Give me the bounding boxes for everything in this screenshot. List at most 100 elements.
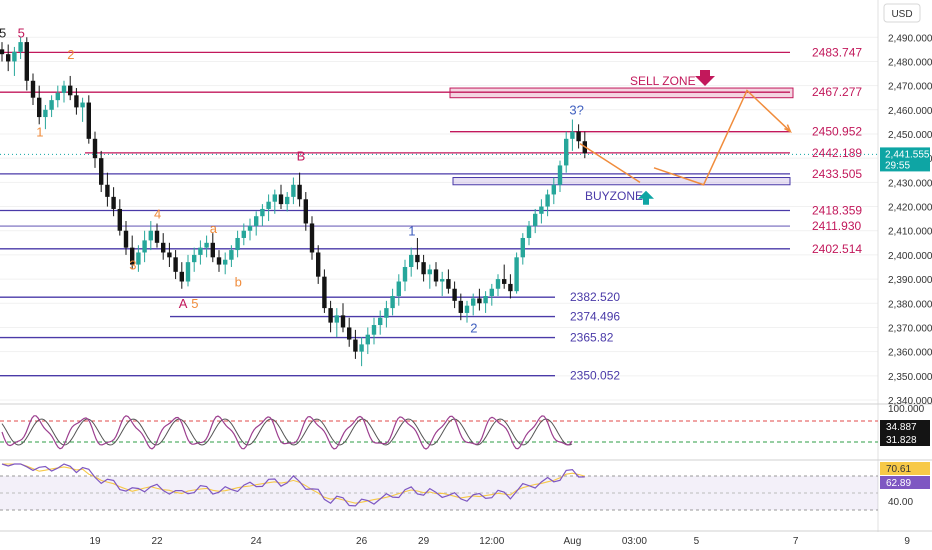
level-label-purple: 2374.496 [570,310,620,324]
candle-body [409,254,414,267]
stoch-oscillator-pane: 100.000 34.887 31.828 [0,404,930,450]
price-tick: 2,470.000 [888,82,932,93]
candle-body [285,196,290,205]
projection-path [653,89,791,186]
candle-body [37,97,42,118]
wave-label: 5 [191,296,198,311]
candle-body [322,276,327,309]
candle-body [526,225,532,238]
price-tick: 2,350.000 [888,372,932,383]
candle-body [254,216,259,226]
candle-body [216,257,222,265]
price-axis[interactable]: 2,490.000 2,480.000 2,470.000 2,460.000 2,45… [880,33,932,407]
candle-body [92,138,98,159]
wave-label: 3 [129,257,136,272]
price-tick: 2,390.000 [888,275,932,286]
level-label-pink: 2442.189 [812,146,862,160]
osc-tick-100: 100.000 [888,404,925,415]
osc-value-2: 31.828 [886,435,917,446]
candle-body [402,266,408,282]
candle-body [297,184,302,200]
candle-body [24,42,29,81]
grid [0,0,932,532]
candle-body [415,254,420,263]
price-tick: 2,480.000 [888,57,932,68]
price-tick: 2,420.000 [888,203,932,214]
candle-body [55,92,60,101]
candle-body [483,296,488,304]
candle-body [390,296,395,309]
candle-body [433,269,439,282]
candle-body [198,247,203,255]
sell-zone-box [449,87,794,99]
price-tick: 2,400.000 [888,251,932,262]
rsi-value: 62.89 [886,478,911,489]
time-tick: 29 [418,536,430,547]
level-label-pink: 2433.505 [812,167,862,181]
projection-arrowhead [784,124,792,134]
candle-body [0,49,5,55]
wave-label: a [210,221,218,236]
candle-body [539,206,544,214]
candle-body [334,315,339,323]
candle-body [49,100,54,110]
wave-label: 1 [408,224,415,239]
wave-label: 2 [67,47,74,62]
candle-body [440,279,445,282]
level-label-purple: 2350.052 [570,369,620,383]
rsi-tick-40: 40.00 [888,497,913,508]
price-tick: 2,490.000 [888,33,932,44]
price-tick: 2,410.000 [888,227,932,238]
candle-body [43,109,48,118]
level-label-purple: 2365.82 [570,331,614,345]
candle-body [130,247,135,265]
candle-body [427,269,432,275]
candle-body [291,184,296,197]
candle-body [452,288,457,301]
candle-body [148,230,153,241]
last-price-value: 2,441.555 [885,149,930,160]
price-tick: 2,340.000 [888,396,932,407]
wave-label: 3? [569,103,583,118]
candles [0,37,878,367]
buy-zone-box [452,177,791,186]
candle-body [30,80,36,98]
time-tick: 9 [904,536,910,547]
time-tick: 26 [356,536,368,547]
candle-body [235,237,240,251]
level-label-pink: 2402.514 [812,242,862,256]
level-label-pink: 2483.747 [812,45,862,59]
candle-body [154,230,160,243]
time-tick: 5 [694,536,700,547]
sell-zone-label: SELL ZONE [630,74,696,88]
candle-body [99,158,104,185]
candle-body [564,138,569,166]
candle-body [167,252,172,258]
candle-body [359,344,364,352]
time-tick: Aug [564,536,582,547]
buy-arrow-icon [638,190,654,205]
candle-body [12,51,17,62]
last-price-badge [880,147,930,172]
projection-arrows [579,89,792,186]
candle-body [371,325,377,335]
candle-body [68,85,73,96]
time-tick: 19 [89,536,101,547]
currency-button[interactable]: USD [883,3,921,23]
level-label-pink: 2418.359 [812,204,862,218]
candle-body [347,327,352,340]
candle-body [161,242,166,253]
candle-body [471,298,476,306]
candle-body [520,237,525,258]
candle-body [247,225,253,231]
candle-body [266,201,271,209]
level-label-pink: 2411.930 [812,219,861,233]
time-axis[interactable]: 19 22 24 26 29 12:00 Aug 03:00 5 7 9 [89,536,910,547]
candle-body [340,315,346,328]
candle-body [396,281,401,297]
candle-body [489,288,494,297]
candle-body [464,305,470,313]
